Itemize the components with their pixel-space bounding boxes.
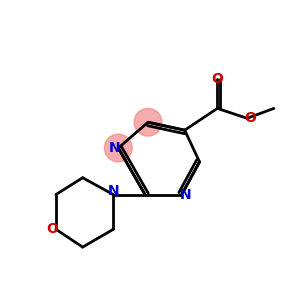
Text: N: N xyxy=(107,184,119,198)
Circle shape xyxy=(134,108,162,136)
Text: N: N xyxy=(109,141,120,155)
Text: O: O xyxy=(244,111,256,125)
Text: O: O xyxy=(46,222,58,236)
Circle shape xyxy=(104,134,132,162)
Text: N: N xyxy=(180,188,191,202)
Text: O: O xyxy=(212,72,223,86)
